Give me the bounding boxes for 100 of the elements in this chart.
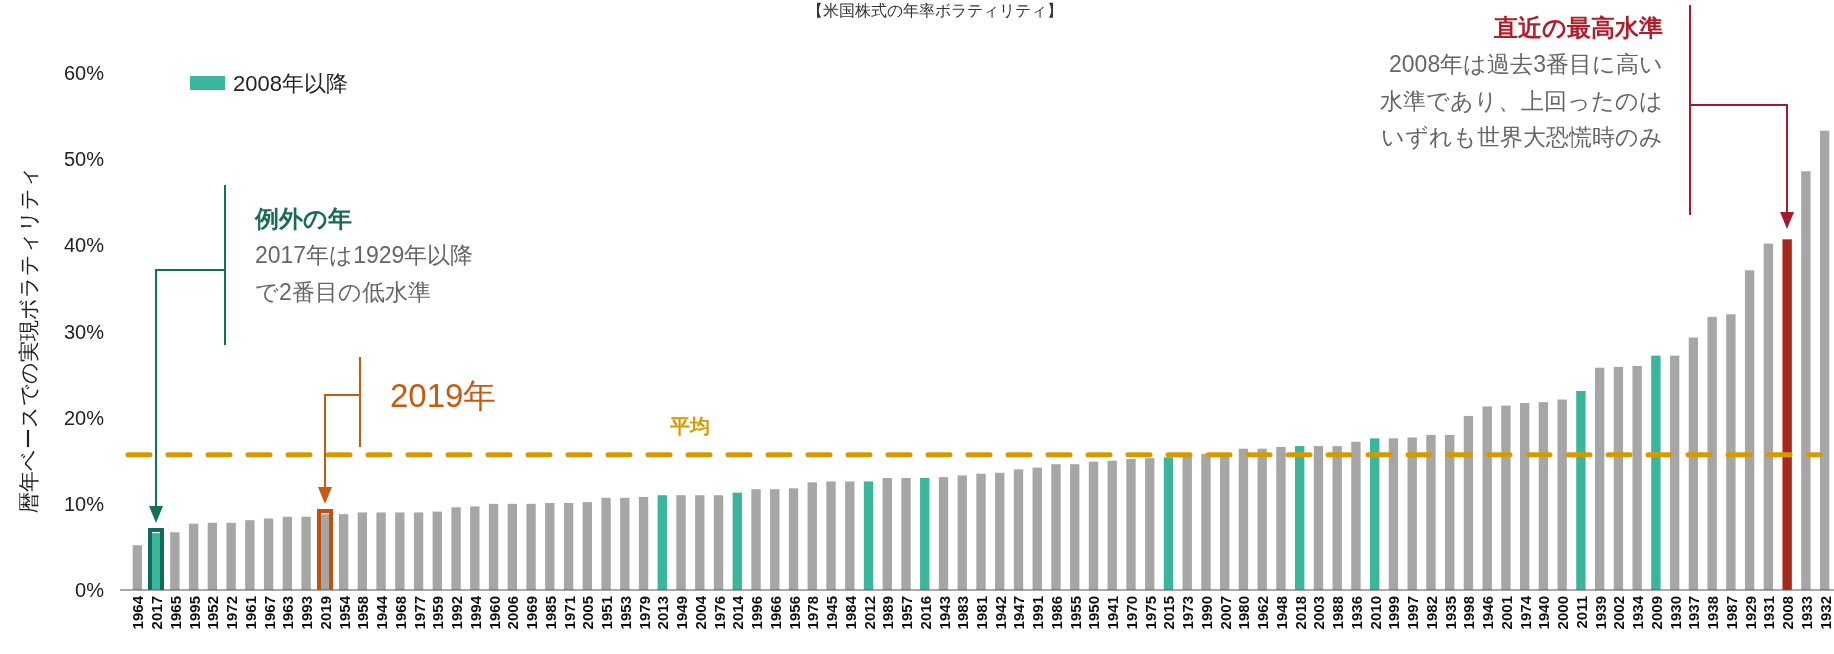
- x-tick-label: 1979: [635, 596, 653, 630]
- bar: [545, 502, 555, 590]
- bar: [1463, 415, 1474, 590]
- bar: [1295, 446, 1305, 590]
- x-tick-label: 1932: [1816, 596, 1834, 630]
- bar: [1726, 314, 1736, 590]
- bar: [1482, 406, 1492, 590]
- bar: [1407, 437, 1417, 590]
- x-tick-label: 1997: [1404, 596, 1422, 630]
- y-tick-label: 60%: [63, 62, 105, 84]
- x-tick-label: 1999: [1385, 596, 1403, 630]
- bar: [1707, 316, 1717, 590]
- bar: [1032, 467, 1042, 590]
- bar: [1201, 453, 1211, 590]
- bar: [901, 477, 911, 590]
- annotation: 2008年は過去3番目に高い水準であり、上回ったのはいずれも世界大恐慌時のみ: [1380, 51, 1663, 150]
- bar: [995, 472, 1005, 590]
- bar: [395, 512, 405, 590]
- x-tick-label: 1988: [1329, 596, 1347, 630]
- bar: [732, 492, 742, 590]
- bar: [282, 516, 293, 590]
- bar: [1370, 438, 1380, 590]
- bar: [1744, 270, 1755, 590]
- x-tick-label: 1966: [766, 596, 784, 630]
- x-tick-label: 1993: [298, 596, 316, 630]
- bar: [863, 481, 874, 590]
- y-tick-label: 30%: [63, 320, 105, 343]
- bar: [451, 507, 461, 590]
- x-tick-label: 1943: [935, 596, 953, 630]
- bar: [1238, 448, 1249, 590]
- bar: [526, 503, 536, 590]
- bar: [563, 502, 574, 590]
- bar: [1632, 365, 1642, 590]
- x-tick-label: 1960: [485, 596, 503, 630]
- bar: [807, 482, 817, 590]
- text: 直近の最高水準: [1493, 14, 1663, 41]
- x-tick-label: 2003: [1310, 596, 1328, 630]
- bar: [1088, 461, 1099, 590]
- bar: [432, 511, 443, 590]
- bar: [1444, 434, 1455, 590]
- y-tick-label: 50%: [63, 148, 105, 171]
- x-tick-label: 1931: [1760, 596, 1778, 630]
- x-tick-label: 1964: [129, 595, 147, 630]
- x-tick-label: 2018: [1291, 596, 1309, 630]
- bar: [788, 488, 799, 590]
- bar: [132, 545, 143, 590]
- bar: [1070, 464, 1080, 590]
- x-tick-label: 2008: [1779, 596, 1797, 630]
- x-tick-label: 1946: [1479, 596, 1497, 630]
- bar: [488, 503, 499, 590]
- x-tick-label: 1976: [710, 596, 728, 630]
- x-tick-label: 1981: [973, 596, 990, 630]
- x-tick-label: 1974: [1516, 595, 1534, 630]
- x-tick-label: 1973: [1179, 596, 1197, 630]
- x-tick-label: 1961: [241, 596, 259, 630]
- x-tick-label: 2019: [316, 596, 334, 630]
- bar: [188, 523, 199, 590]
- bar: [751, 489, 761, 590]
- x-tick-label: 1937: [1685, 596, 1703, 630]
- bar: [1501, 405, 1511, 590]
- bar: [1388, 438, 1399, 590]
- x-tick-label: 1990: [1197, 596, 1215, 630]
- x-tick-label: 1971: [560, 596, 578, 630]
- bar: [1688, 337, 1699, 590]
- x-tick-label: 2000: [1554, 596, 1572, 630]
- bar: [882, 477, 892, 590]
- ref-line-label: 平均: [669, 414, 710, 437]
- y-axis-title: 暦年ベースでの実現ボラティリティ: [17, 166, 40, 513]
- x-tick-label: 1930: [1666, 596, 1684, 630]
- x-tick-label: 2010: [1366, 596, 1384, 630]
- x-tick-label: 1967: [260, 596, 278, 630]
- bar: [976, 473, 986, 590]
- bar: [1351, 441, 1361, 590]
- x-tick-label: 1977: [410, 596, 428, 630]
- x-tick-label: 1955: [1066, 596, 1084, 630]
- bar: [582, 502, 592, 590]
- bar: [601, 497, 611, 590]
- x-tick-label: 1954: [335, 595, 353, 630]
- x-tick-label: 1995: [185, 596, 203, 630]
- bar: [676, 495, 686, 590]
- bar: [507, 503, 518, 590]
- bar: [1801, 171, 1811, 590]
- x-tick-label: 1965: [166, 596, 184, 630]
- bar: [770, 489, 780, 590]
- x-tick-label: 1958: [354, 596, 372, 630]
- x-tick-label: 1949: [673, 596, 691, 630]
- bar: [657, 495, 667, 590]
- x-tick-label: 1929: [1741, 596, 1759, 630]
- x-tick-label: 2002: [1610, 596, 1628, 630]
- x-tick-label: 1945: [823, 596, 841, 630]
- x-tick-label: 1948: [1272, 596, 1290, 630]
- x-tick-label: 2007: [1216, 596, 1234, 630]
- x-tick-label: 1998: [1460, 596, 1478, 630]
- x-tick-label: 1933: [1797, 596, 1815, 630]
- bar: [1145, 458, 1155, 590]
- x-tick-label: 1938: [1704, 596, 1722, 630]
- chart-title: 【米国株式の年率ボラティリティ】: [807, 2, 1063, 19]
- bar: [1182, 456, 1192, 590]
- x-tick-label: 1956: [785, 596, 803, 630]
- bar: [1276, 446, 1286, 590]
